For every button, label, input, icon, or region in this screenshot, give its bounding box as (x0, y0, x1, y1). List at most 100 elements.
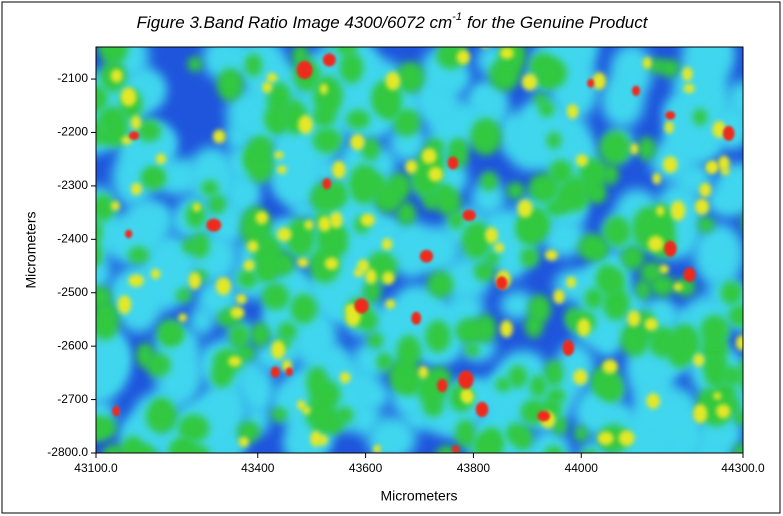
heatmap-blob (683, 83, 695, 94)
heatmap-blob (212, 129, 226, 144)
heatmap-blob (597, 431, 614, 446)
heatmap-blob (271, 340, 286, 360)
heatmap-blob (693, 353, 705, 367)
heatmap-blob (96, 417, 104, 441)
heatmap-blob (188, 272, 201, 290)
heatmap-blob (310, 157, 341, 184)
x-tick-label: 43600 (349, 461, 383, 475)
heatmap-blob (480, 171, 498, 192)
heatmap-blob (664, 240, 677, 257)
heatmap-blob (692, 108, 708, 126)
heatmap-blob (351, 341, 389, 380)
heatmap-blob (134, 443, 157, 453)
heatmap-blob (620, 245, 645, 271)
heatmap-blob (244, 53, 263, 77)
heatmap-blob (250, 322, 271, 347)
heatmap-blob (521, 73, 538, 91)
heatmap-blob (131, 182, 142, 196)
heatmap-blob (377, 85, 396, 109)
heatmap-blob (458, 370, 474, 389)
heatmap-blob (566, 104, 579, 119)
heatmap-blob (302, 405, 311, 415)
heatmap-blob (546, 387, 566, 404)
heatmap-blob (646, 393, 661, 409)
x-tick-label: 44000 (565, 461, 599, 475)
heatmap-blob (306, 366, 328, 396)
heatmap-blob (418, 365, 429, 379)
heatmap-blob (393, 108, 421, 137)
heatmap-blob (98, 47, 129, 65)
chart-title: Figure 3.Band Ratio Image 4300/6072 cm-1… (137, 11, 649, 33)
heatmap-blob (332, 160, 346, 179)
heatmap-blob (304, 220, 314, 230)
heatmap-blob (618, 430, 635, 446)
heatmap (96, 47, 743, 453)
heatmap-blob (452, 445, 460, 453)
heatmap-blob (473, 261, 495, 282)
heatmap-blob (693, 404, 708, 424)
heatmap-blob (499, 47, 514, 60)
heatmap-blob (312, 127, 342, 154)
heatmap-blob (187, 56, 203, 72)
heatmap-blob (522, 218, 538, 237)
heatmap-blob (185, 203, 206, 229)
heatmap-blob (562, 340, 575, 356)
heatmap-blob (728, 304, 743, 327)
heatmap-blob (720, 281, 743, 305)
heatmap-blob (699, 182, 712, 198)
x-tick-label: 44300.0 (721, 461, 765, 475)
heatmap-blob (260, 260, 278, 280)
heatmap-blob (110, 69, 123, 83)
heatmap-blob (385, 71, 401, 91)
heatmap-blob (363, 279, 382, 303)
heatmap-blob (346, 109, 371, 130)
heatmap-blob (704, 358, 720, 371)
heatmap-blob (665, 111, 676, 120)
heatmap-blob (110, 201, 120, 211)
heatmap-blob (224, 122, 253, 152)
heatmap-blob (419, 249, 434, 263)
y-tick-label: -2600 (57, 338, 88, 352)
heatmap-blob (712, 120, 726, 139)
heatmap-blob (577, 318, 591, 337)
heatmap-blob (659, 59, 680, 78)
heatmap-blob (470, 118, 502, 156)
heatmap-blob (644, 317, 658, 331)
heatmap-blob (318, 216, 332, 232)
heatmap-blob (128, 131, 140, 141)
heatmap-blob (673, 282, 683, 292)
x-tick-label: 43400 (241, 461, 275, 475)
heatmap-blob (339, 52, 364, 84)
heatmap-blob (545, 249, 558, 261)
heatmap-blob (694, 198, 710, 215)
heatmap-blob (670, 421, 705, 453)
heatmap-blob (566, 276, 577, 288)
heatmap-blob (428, 166, 443, 182)
heatmap-blob (537, 70, 555, 89)
heatmap-blob (96, 285, 112, 310)
heatmap-blob (520, 247, 540, 268)
heatmap-blob (339, 372, 351, 384)
heatmap-blob (662, 156, 678, 173)
heatmap-blob (733, 409, 743, 426)
heatmap-blob (584, 288, 604, 310)
heatmap-blob (537, 410, 551, 422)
heatmap-blob (554, 198, 572, 214)
heatmap-blob (312, 75, 343, 117)
heatmap-blob (208, 194, 226, 215)
heatmap-blob (367, 332, 384, 349)
heatmap-blob (603, 216, 631, 247)
heatmap-blob (247, 240, 259, 253)
heatmap-blob (255, 211, 268, 225)
heatmap-blob (647, 235, 664, 252)
heatmap-blob (186, 444, 211, 453)
heatmap-blob (472, 431, 504, 453)
y-tick-label: -2800.0 (47, 445, 88, 459)
heatmap-blob (319, 83, 328, 95)
heatmap-blob (97, 106, 127, 134)
heatmap-blob (297, 257, 309, 268)
heatmap-blob (642, 57, 652, 70)
heatmap-blob (262, 81, 273, 93)
heatmap-blob (177, 414, 210, 443)
heatmap-blob (120, 87, 137, 107)
